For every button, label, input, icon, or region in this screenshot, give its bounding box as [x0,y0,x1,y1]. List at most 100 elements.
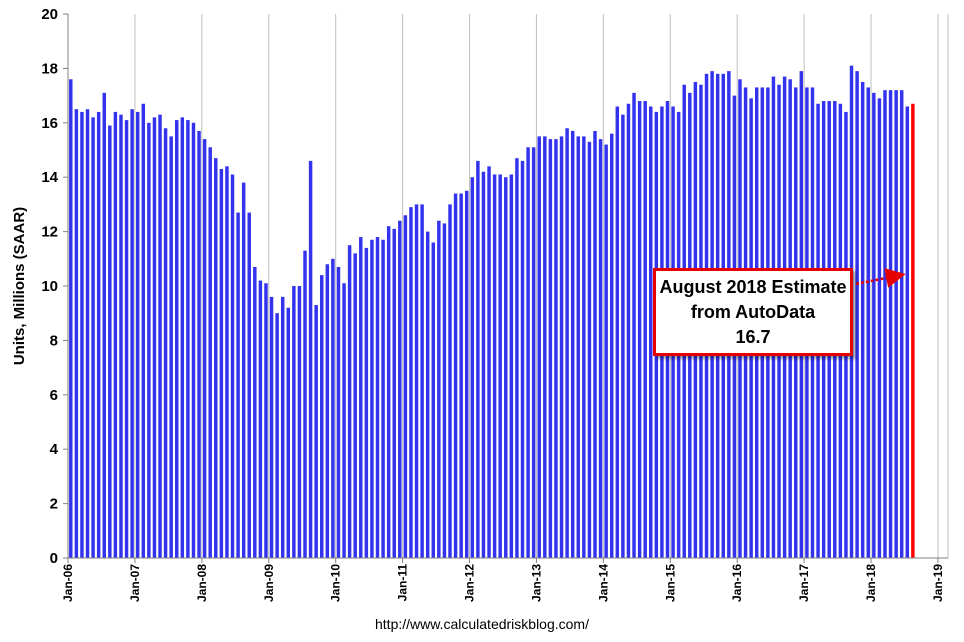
bar [253,266,257,558]
bar [604,144,608,558]
x-tick-label: Jan-12 [463,564,477,602]
bar [74,109,79,558]
bar [202,139,207,558]
bar [548,139,553,558]
bar [175,120,179,558]
bar [186,120,190,558]
bar [570,130,575,558]
bar [308,160,313,558]
bar [565,128,569,559]
bar [225,166,229,558]
y-tick-label: 12 [41,224,58,241]
x-tick-label: Jan-14 [596,564,610,602]
bar [297,286,302,558]
bar [576,136,580,558]
bar [336,266,341,558]
bar [877,98,882,558]
annotation-line-1: August 2018 Estimate [659,276,847,297]
y-tick-label: 18 [41,60,58,77]
bar [526,147,530,558]
y-tick-label: 2 [50,496,58,513]
bar [905,106,910,558]
bar [872,92,876,558]
y-tick-labels: 0 2 4 6 8 10 12 14 16 18 20 [41,6,58,567]
bar [169,136,173,558]
x-tick-label: Jan-16 [730,564,744,602]
x-tick-label: Jan-08 [195,564,209,602]
bar [325,264,330,558]
bar [320,275,324,558]
bar [431,242,435,559]
bar [637,101,642,558]
x-tick-label: Jan-15 [663,564,677,602]
bar [80,111,84,559]
bar [476,160,480,558]
bar [481,171,486,558]
y-tick-label: 14 [41,169,58,186]
bar [409,207,413,558]
bar [531,147,536,558]
bar [275,313,279,558]
bar [286,307,291,558]
bar [465,190,469,559]
bar [587,141,592,558]
bar [347,245,352,558]
annotation-line-2: from AutoData [690,301,816,322]
bar [554,139,558,558]
bar [381,239,385,558]
bar [353,253,357,559]
bar [292,286,296,558]
bar [158,114,162,558]
y-tick-label: 4 [50,441,59,458]
bar [147,122,151,559]
bar [420,204,424,558]
x-tick-label: Jan-07 [128,564,142,602]
bar [241,182,246,558]
bar [626,103,631,558]
annotation-arrow-line [855,268,906,288]
y-tick-label: 8 [50,332,58,349]
bar [364,247,369,559]
bar [303,250,307,558]
y-tick-label: 0 [50,550,58,567]
x-tick-label: Jan-13 [529,564,543,602]
bar [398,220,402,558]
x-tick-label: Jan-11 [396,564,410,602]
bar [866,87,870,558]
bar [124,120,129,558]
axes [63,13,948,563]
bar [331,258,335,558]
bar [108,125,112,559]
bar [492,174,497,559]
bar [180,117,185,559]
bar [258,280,263,558]
bar [141,103,146,558]
bar [459,193,463,558]
bar-estimate [911,103,915,558]
bar [894,90,898,558]
bar [342,283,346,558]
bar [230,174,235,559]
y-tick-label: 20 [41,6,58,23]
bar [509,174,514,559]
bar [269,296,274,558]
y-tick-label: 16 [41,115,58,132]
bar [119,114,123,558]
x-tick-labels: Jan-06 Jan-07 Jan-08 Jan-09 Jan-10 Jan-11 Jan-… [61,564,945,602]
bar [197,130,201,558]
bar [359,237,363,559]
bar [375,237,380,559]
bar [448,204,452,558]
bar [425,231,430,558]
bar [69,79,73,558]
bar [453,193,458,558]
bar [102,92,106,558]
bar [632,92,636,558]
bar [559,136,564,558]
bar [403,215,408,558]
bar [498,174,502,559]
bar [437,220,441,558]
bar [593,130,597,558]
bar [264,283,268,558]
bar [860,82,865,558]
